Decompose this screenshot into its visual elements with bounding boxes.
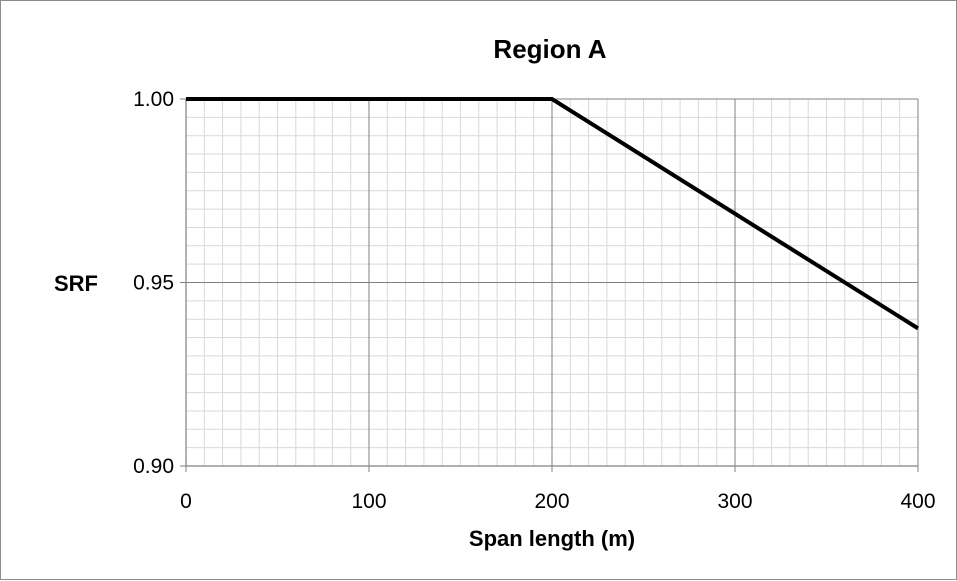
x-tick-label: 100 [351,490,386,513]
tick-labels: 0.90 0.95 1.00 0 100 200 300 400 [133,88,935,513]
series-line [186,97,920,331]
x-tick-label: 200 [534,490,569,513]
axes [180,98,919,472]
chart-title: Region A [493,34,606,64]
series-group [186,97,920,331]
x-tick-label: 300 [717,490,752,513]
x-axis-title: Span length (m) [469,526,635,551]
y-tick-label: 0.95 [133,272,174,295]
y-tick-label: 0.90 [133,455,174,478]
y-axis-title: SRF [54,271,98,296]
x-tick-label: 400 [900,490,935,513]
x-tick-label: 0 [180,490,192,513]
y-tick-label: 1.00 [133,88,174,111]
